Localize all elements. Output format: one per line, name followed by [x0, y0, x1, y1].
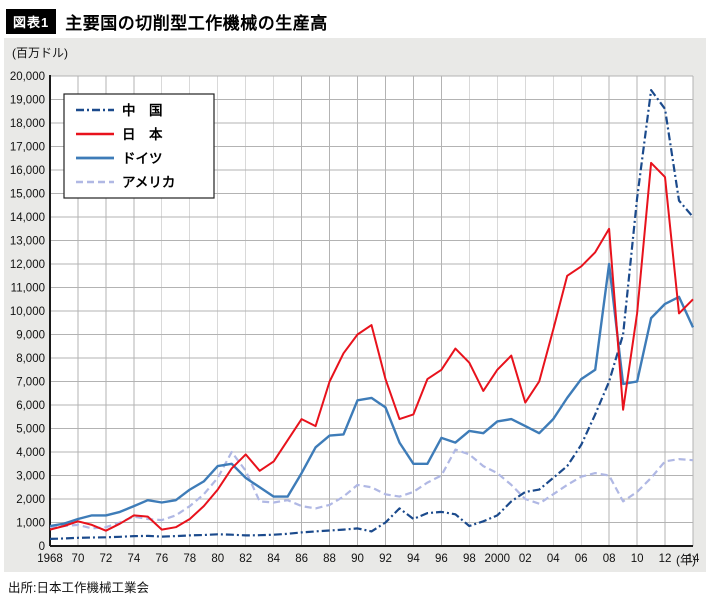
y-tick-label: 17,000 — [10, 142, 45, 154]
y-tick-label: 10,000 — [10, 306, 45, 318]
x-tick-label: 98 — [463, 553, 476, 565]
x-axis-unit-label: (年) — [676, 553, 696, 567]
figure-header: 図表1 主要国の切削型工作機械の生産高 — [6, 7, 704, 35]
x-tick-label: 12 — [659, 553, 672, 565]
series-line-germany — [49, 262, 695, 528]
series-line-china — [49, 88, 694, 540]
x-tick-label: 02 — [519, 553, 532, 565]
x-tick-label: 10 — [631, 553, 644, 565]
y-tick-label: 3,000 — [16, 471, 45, 483]
x-tick-label: 04 — [547, 553, 560, 565]
legend-label-china: 中 国 — [122, 102, 163, 118]
y-tick-label: 20,000 — [10, 71, 45, 83]
source-note: 出所:日本工作機械工業会 — [8, 581, 149, 595]
legend-label-usa: アメリカ — [122, 175, 175, 190]
x-tick-label: 06 — [575, 553, 588, 565]
x-tick-label: 90 — [351, 553, 364, 565]
y-tick-label: 5,000 — [16, 424, 45, 436]
y-tick-label: 18,000 — [10, 118, 45, 130]
line-chart: 0 1,000 2,000 3,000 4,000 5,000 6,000 7,000 8,00… — [10, 71, 700, 565]
x-tick-label: 82 — [239, 553, 252, 565]
series-line-japan — [49, 161, 694, 532]
y-tick-label: 6,000 — [16, 400, 45, 412]
x-tick-label: 88 — [323, 553, 336, 565]
chart-panel: (百万ドル) 0 1,000 2,000 3,000 4,000 5,000 6,000 7,… — [4, 38, 706, 572]
legend-item-germany: ドイツ — [76, 151, 163, 166]
series-line-usa — [49, 448, 694, 530]
y-tick-label: 13,000 — [10, 236, 45, 248]
x-tick-labels: 1968 70 72 74 76 78 80 82 84 86 88 90 92 94 96 98 2000 02… — [37, 553, 700, 565]
x-tick-label: 72 — [100, 553, 113, 565]
y-tick-label: 2,000 — [16, 494, 45, 506]
x-tick-label: 08 — [603, 553, 616, 565]
y-tick-label: 12,000 — [10, 259, 45, 271]
y-tick-label: 8,000 — [16, 353, 45, 365]
y-tick-label: 15,000 — [10, 189, 45, 201]
x-tick-label: 2000 — [485, 553, 511, 565]
figure-title: 主要国の切削型工作機械の生産高 — [65, 13, 328, 33]
x-tick-label: 70 — [72, 553, 85, 565]
legend-item-china: 中 国 — [76, 102, 163, 118]
y-tick-label: 4,000 — [16, 447, 45, 459]
legend-item-usa: アメリカ — [76, 175, 175, 190]
y-tick-label: 9,000 — [16, 330, 45, 342]
y-tick-label: 11,000 — [11, 283, 45, 295]
y-tick-label: 1,000 — [16, 518, 45, 530]
x-tick-label: 14 — [687, 553, 700, 565]
x-tick-label: 80 — [211, 553, 224, 565]
x-tick-label: 1968 — [37, 553, 63, 565]
figure-tag-badge: 図表1 — [6, 8, 57, 34]
legend-label-japan: 日 本 — [122, 126, 163, 142]
y-axis-unit-label: (百万ドル) — [12, 46, 68, 60]
x-tick-label: 76 — [155, 553, 168, 565]
x-tick-label: 86 — [295, 553, 308, 565]
x-tick-label: 92 — [379, 553, 392, 565]
axes — [49, 75, 693, 547]
x-tick-label: 94 — [407, 553, 420, 565]
x-tick-label: 84 — [267, 553, 280, 565]
y-tick-label: 14,000 — [10, 212, 45, 224]
x-tick-label: 74 — [127, 553, 140, 565]
legend-item-japan: 日 本 — [76, 126, 163, 142]
legend-label-germany: ドイツ — [122, 151, 163, 166]
y-tick-label: 19,000 — [10, 95, 45, 107]
y-tick-label: 16,000 — [10, 165, 45, 177]
legend-box — [63, 93, 215, 199]
y-tick-label: 7,000 — [16, 377, 45, 389]
x-tick-label: 78 — [183, 553, 196, 565]
y-tick-label: 0 — [39, 541, 45, 553]
x-tick-label: 96 — [435, 553, 448, 565]
y-tick-labels: 0 1,000 2,000 3,000 4,000 5,000 6,000 7,000 8,00… — [10, 71, 45, 553]
